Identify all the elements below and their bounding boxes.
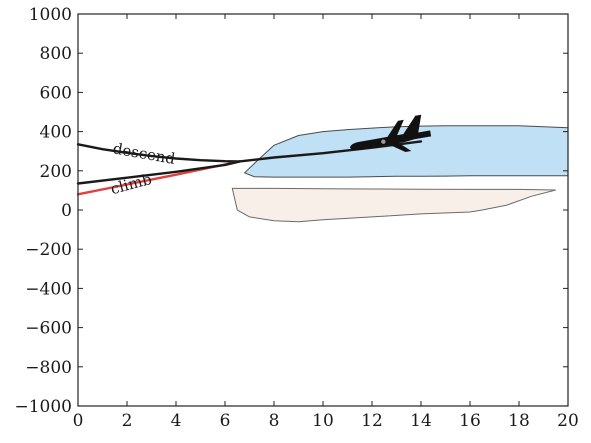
x-tick-label: 4 [171,411,182,431]
x-tick-label: 20 [557,411,579,431]
y-tick-label: −1000 [14,397,72,417]
x-tick-label: 0 [73,411,84,431]
y-tick-label: 600 [40,83,72,103]
annotation-climb: climb [109,170,154,198]
x-tick-label: 14 [410,411,432,431]
y-tick-label: 1000 [29,5,72,25]
x-tick-label: 16 [459,411,481,431]
y-tick-label: −800 [25,358,72,378]
aircraft-wing-upper [386,119,404,139]
y-tick-label: −400 [25,279,72,299]
annotation-descend: descend [112,139,177,168]
y-tick-label: 200 [40,162,72,182]
x-axis: 0 2 4 6 8 10 12 14 16 18 20 [73,14,579,431]
aircraft-body [349,114,432,151]
x-tick-label: 6 [220,411,231,431]
y-tick-label: −200 [25,240,72,260]
aircraft-marker [381,139,386,144]
x-tick-label: 2 [122,411,133,431]
y-axis: 1000 800 600 400 200 0 −200 −400 −600 −800 −1000 [14,5,568,417]
x-tick-label: 10 [312,411,334,431]
y-tick-label: 400 [40,123,72,143]
x-tick-label: 18 [508,411,530,431]
x-tick-label: 8 [269,411,280,431]
y-tick-label: 800 [40,44,72,64]
aircraft-shape [349,114,432,153]
y-tick-label: −600 [25,319,72,339]
aircraft-wing-lower [387,142,412,153]
x-tick-label: 12 [361,411,383,431]
y-tick-label: 0 [61,201,72,221]
series-line-descend [76,143,241,163]
region-2 [231,187,556,223]
aircraft-icon [349,114,432,153]
